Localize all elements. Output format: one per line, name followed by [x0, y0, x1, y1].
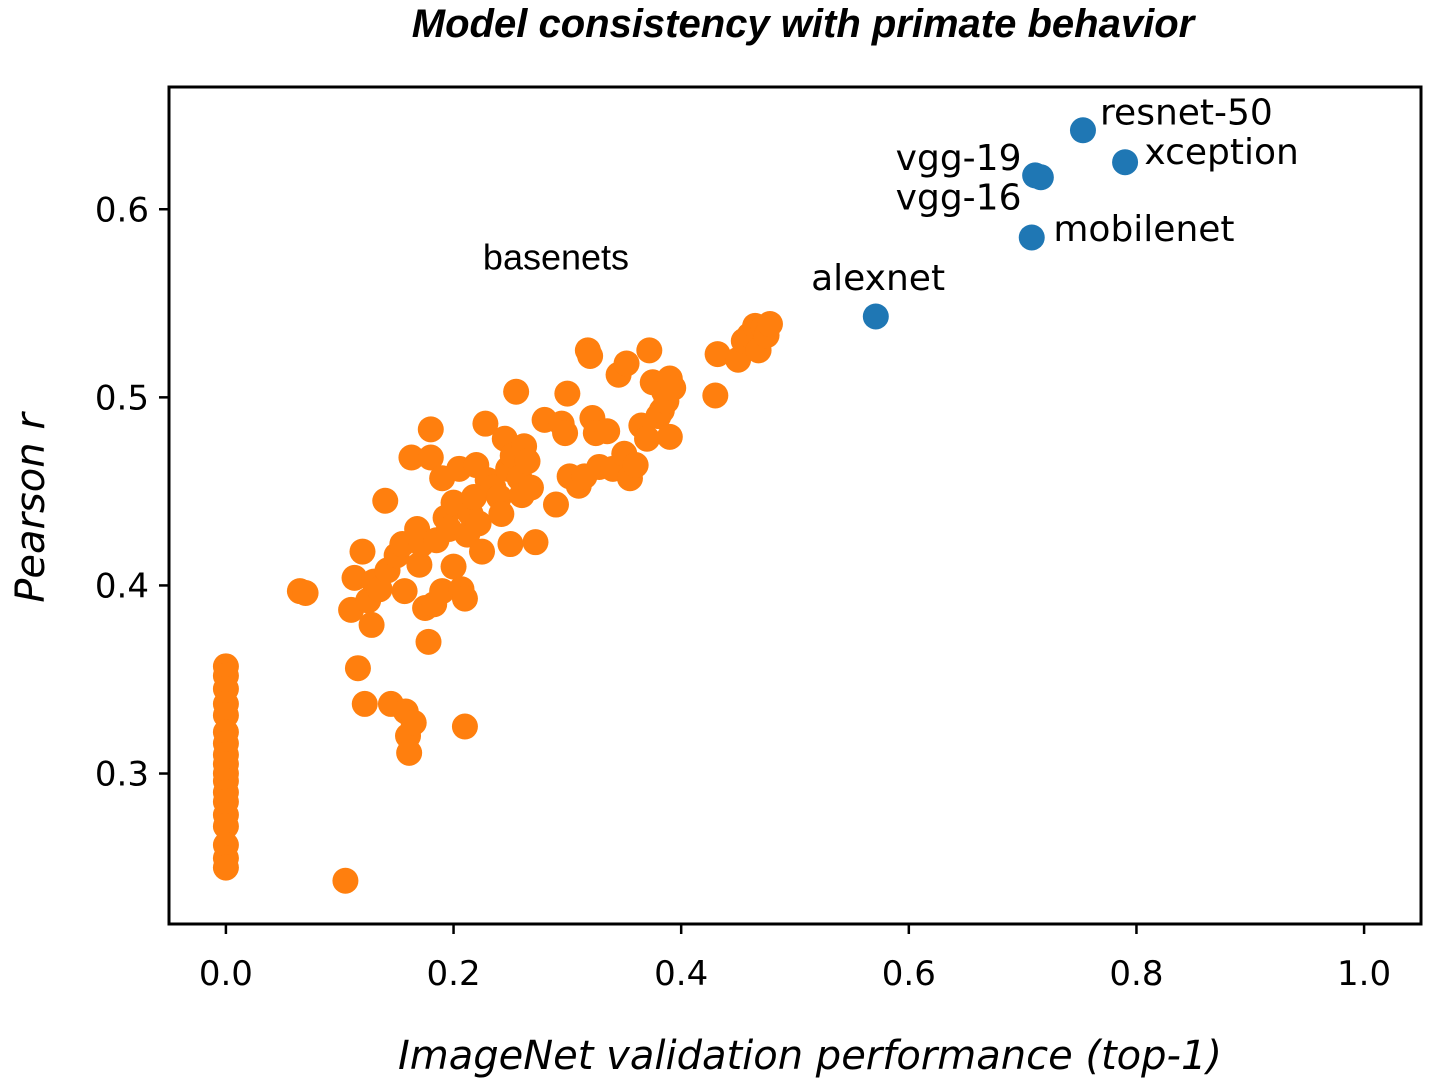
y-tick-label: 0.4: [95, 566, 149, 606]
scatter-point: [488, 500, 515, 527]
point-annotation: vgg-19: [896, 138, 1022, 179]
scatter-point: [465, 510, 492, 537]
x-tick-label: 0.8: [1109, 954, 1163, 994]
x-tick-label: 1.0: [1337, 954, 1391, 994]
scatter-point: [554, 380, 581, 407]
scatter-point: [704, 341, 731, 368]
point-annotation: resnet-50: [1100, 93, 1273, 134]
scatter-point: [341, 564, 368, 591]
scatter-point: [351, 690, 378, 717]
scatter-point: [472, 410, 499, 437]
scatter-point: [1112, 149, 1139, 176]
named-model-points: [862, 117, 1139, 330]
point-annotation: xception: [1144, 132, 1298, 173]
scatter-point: [1018, 224, 1045, 251]
scatter-point: [1069, 117, 1096, 144]
x-axis-label: ImageNet validation performance (top-1): [398, 1033, 1222, 1079]
scatter-point: [634, 425, 661, 452]
scatter-point: [613, 350, 640, 377]
scatter-point: [440, 553, 467, 580]
scatter-point: [656, 423, 683, 450]
scatter-point: [344, 655, 371, 682]
scatter-point: [400, 709, 427, 736]
scatter-point: [594, 418, 621, 445]
scatter-point: [522, 529, 549, 556]
x-tick-label: 0.2: [427, 954, 481, 994]
basenets-points: [212, 310, 783, 894]
y-axis-label: Pearson r: [8, 411, 54, 603]
point-annotation: mobilenet: [1053, 209, 1234, 250]
scatter-point: [756, 310, 783, 337]
scatter-point: [552, 420, 579, 447]
scatter-point: [212, 854, 239, 881]
scatter-point: [636, 337, 663, 364]
scatter-point: [212, 813, 239, 840]
scatter-point: [332, 867, 359, 894]
scatter-point: [622, 452, 649, 479]
scatter-point: [514, 448, 541, 475]
point-annotation: basenets: [483, 236, 629, 277]
x-axis-ticks: 0.0 0.2 0.4 0.6 0.8 1.0: [199, 924, 1391, 994]
scatter-point: [660, 374, 687, 401]
scatter-point: [503, 378, 530, 405]
scatter-point: [372, 487, 399, 514]
scatter-point: [451, 713, 478, 740]
point-annotation: vgg-16: [896, 177, 1022, 218]
scatter-point: [542, 491, 569, 518]
scatter-point: [417, 416, 444, 443]
scatter-point: [469, 538, 495, 565]
scatter-point: [702, 382, 729, 409]
scatter-point: [417, 444, 444, 471]
x-tick-label: 0.4: [654, 954, 708, 994]
chart-title: Model consistency with primate behavior: [412, 2, 1197, 46]
scatter-point: [429, 578, 456, 605]
scatter-point: [292, 579, 319, 606]
scatter-point: [517, 474, 544, 501]
scatter-point: [396, 739, 423, 766]
scatter-point: [1027, 164, 1054, 191]
scatter-point: [415, 628, 442, 655]
scatter-point: [349, 538, 376, 565]
x-tick-label: 0.6: [882, 954, 936, 994]
scatter-point: [497, 531, 524, 558]
scatter-point: [406, 551, 433, 578]
scatter-point: [862, 303, 889, 330]
y-axis-ticks: 0.3 0.4 0.5 0.6: [95, 190, 169, 795]
scatter-point: [358, 611, 385, 638]
point-annotation: alexnet: [811, 258, 945, 299]
plot-frame: [167, 85, 1423, 926]
scatter-point: [577, 342, 604, 369]
scatter-point: [391, 578, 418, 605]
y-tick-label: 0.6: [95, 190, 149, 230]
x-tick-label: 0.0: [199, 954, 253, 994]
y-tick-label: 0.3: [95, 755, 149, 795]
y-tick-label: 0.5: [95, 378, 149, 418]
scatter-point: [451, 585, 478, 612]
scatter-point: [398, 444, 425, 471]
